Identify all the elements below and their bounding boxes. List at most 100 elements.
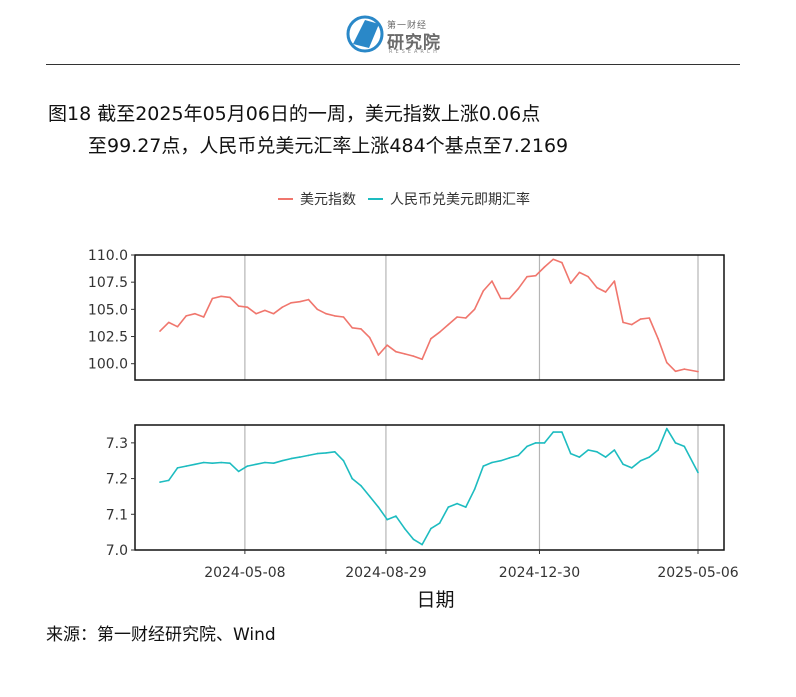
series-point-p1-11 — [255, 463, 257, 466]
y-tick-label-p0-0: 100.0 — [88, 357, 128, 373]
series-line-0 — [159, 258, 699, 373]
series-point-p0-12 — [264, 309, 266, 312]
series-point-p1-1 — [167, 479, 170, 482]
series-point-p1-36 — [473, 488, 476, 491]
series-point-p0-43 — [534, 274, 537, 277]
series-point-p1-37 — [482, 465, 485, 467]
series-point-p0-20 — [334, 315, 336, 317]
series-point-p0-1 — [167, 321, 170, 324]
series-point-p0-11 — [255, 312, 257, 315]
series-point-p0-10 — [246, 306, 249, 309]
series-point-p0-8 — [229, 296, 231, 299]
series-point-p0-38 — [491, 280, 493, 282]
logo-text-research: RESEARCH — [389, 49, 440, 55]
logo-emblem-icon — [346, 15, 384, 53]
series-point-p1-5 — [202, 461, 205, 464]
series-line-1 — [159, 427, 699, 546]
series-point-p1-19 — [325, 452, 327, 454]
series-point-p1-35 — [465, 506, 467, 508]
series-point-p0-44 — [543, 266, 546, 268]
legend-label-cny: 人民币兑美元即期汇率 — [390, 192, 530, 208]
x-axis-label: 日期 — [416, 589, 454, 611]
series-point-p1-61 — [697, 471, 699, 474]
series-point-p1-2 — [176, 467, 179, 469]
series-point-p0-4 — [194, 312, 196, 315]
series-point-p0-24 — [368, 336, 371, 339]
series-point-p1-46 — [561, 431, 563, 433]
legend-item-usd: 美元指数 — [278, 189, 356, 209]
series-point-p0-34 — [456, 316, 458, 318]
series-point-p1-58 — [666, 427, 668, 430]
series-point-p0-21 — [342, 316, 345, 318]
series-point-p0-23 — [360, 328, 362, 330]
series-point-p0-5 — [202, 316, 205, 318]
series-point-p0-33 — [447, 323, 450, 326]
y-tick-label-p0-2: 105.0 — [88, 302, 128, 318]
y-tick-label-p0-1: 102.5 — [88, 330, 128, 346]
series-point-p0-25 — [377, 354, 380, 356]
chart-title-line2: 至99.27点，人民币兑美元汇率上涨484个基点至7.2169 — [88, 135, 569, 157]
series-point-p0-30 — [421, 358, 423, 361]
series-point-p0-29 — [412, 355, 415, 357]
series-point-p0-0 — [159, 330, 161, 332]
series-point-p0-58 — [666, 361, 668, 364]
legend-item-cny: 人民币兑美元即期汇率 — [368, 189, 530, 209]
y-tick-label-p0-4: 110.0 — [88, 248, 128, 264]
series-point-p1-45 — [552, 431, 554, 433]
series-point-p1-48 — [578, 456, 581, 458]
series-point-p1-43 — [534, 442, 537, 444]
series-point-p0-14 — [281, 306, 284, 309]
series-point-p1-3 — [185, 465, 187, 467]
chart-title: 图18 截至2025年05月06日的一周，美元指数上涨0.06点 至99.27点… — [48, 98, 568, 162]
series-point-p0-19 — [325, 312, 327, 315]
chart-title-line1: 图18 截至2025年05月06日的一周，美元指数上涨0.06点 — [48, 103, 541, 125]
series-point-p1-39 — [500, 459, 502, 462]
legend-label-usd: 美元指数 — [300, 192, 356, 208]
series-point-p1-7 — [220, 461, 222, 464]
series-point-p1-55 — [639, 459, 642, 462]
y-tick-label-p0-3: 107.5 — [88, 275, 128, 291]
series-point-p0-54 — [631, 323, 633, 326]
series-point-p1-51 — [604, 456, 607, 458]
series-point-p0-46 — [561, 261, 563, 264]
series-point-p1-59 — [674, 442, 677, 444]
series-point-p1-44 — [543, 442, 546, 444]
series-point-p0-35 — [465, 317, 467, 319]
header-divider — [46, 64, 740, 65]
y-tick-label-p1-1: 7.1 — [106, 507, 128, 523]
series-point-p1-38 — [491, 461, 493, 464]
panel-frame-0 — [134, 254, 725, 381]
series-point-p0-15 — [290, 302, 292, 304]
series-point-p1-42 — [526, 445, 528, 448]
series-point-p1-56 — [648, 456, 651, 458]
series-point-p1-22 — [351, 477, 354, 480]
series-point-p0-49 — [587, 275, 589, 278]
series-point-p0-26 — [386, 344, 389, 347]
series-point-p1-25 — [377, 506, 380, 508]
series-point-p0-7 — [220, 295, 222, 298]
series-point-p0-57 — [657, 337, 659, 340]
series-point-p0-17 — [307, 298, 310, 301]
series-point-p1-40 — [508, 457, 511, 459]
series-point-p1-23 — [360, 484, 362, 487]
logo-text-small: 第一财经 — [387, 21, 428, 31]
series-point-p0-2 — [176, 325, 179, 328]
series-point-p0-40 — [508, 297, 511, 300]
legend-swatch-cny — [368, 198, 383, 200]
series-point-p0-18 — [316, 308, 319, 311]
series-point-p1-15 — [290, 457, 292, 460]
series-point-p1-14 — [281, 459, 284, 462]
series-point-p0-3 — [185, 315, 187, 317]
series-point-p0-27 — [395, 350, 397, 353]
series-point-p1-17 — [307, 454, 310, 457]
series-point-p1-54 — [631, 467, 633, 469]
series-point-p0-48 — [578, 271, 581, 274]
series-point-p0-53 — [622, 321, 624, 324]
series-point-p1-13 — [272, 462, 275, 465]
series-point-p1-57 — [657, 449, 659, 451]
series-point-p1-49 — [587, 449, 589, 451]
series-point-p0-31 — [430, 337, 432, 340]
series-point-p1-27 — [395, 515, 397, 517]
series-point-p1-30 — [421, 543, 423, 546]
series-point-p0-22 — [351, 327, 354, 329]
